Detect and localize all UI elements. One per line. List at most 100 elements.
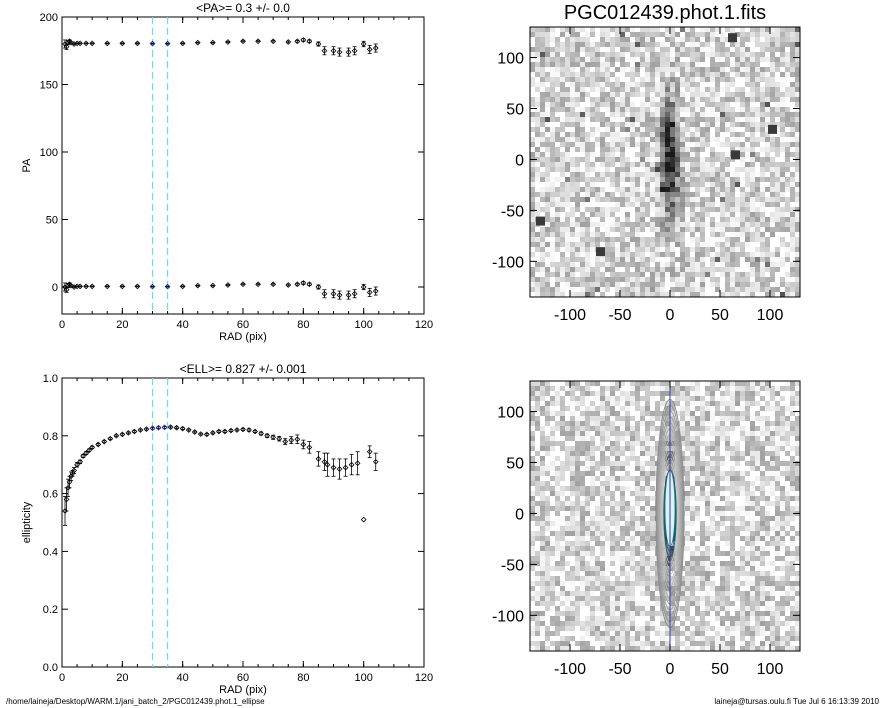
data-point (185, 427, 192, 433)
data-point (255, 281, 261, 288)
data-point (222, 428, 228, 435)
data-point (372, 458, 379, 465)
data-point (161, 424, 168, 431)
data-point (321, 290, 328, 297)
y-tick-label: 50 (506, 456, 524, 473)
data-point (194, 39, 201, 46)
plot2-xlabel: RAD (pix) (219, 684, 267, 696)
data-point (83, 283, 89, 290)
data-point (252, 428, 258, 435)
data-point (345, 292, 352, 298)
x-tick-label: 0 (59, 672, 65, 684)
data-point (66, 479, 73, 485)
data-point (167, 424, 174, 430)
data-point (74, 461, 80, 468)
data-point (336, 292, 343, 298)
data-point (276, 435, 283, 442)
data-point (197, 431, 204, 437)
data-point (77, 458, 83, 465)
image3-title: PGC012439.phot.1.fits (564, 2, 766, 24)
y-tick-label: 0 (515, 152, 524, 169)
data-point (300, 441, 307, 448)
data-point (285, 39, 292, 45)
data-point (131, 428, 138, 435)
data-point (74, 283, 80, 290)
x-tick-label: 80 (297, 319, 309, 331)
data-point (336, 49, 343, 55)
x-tick-label: 50 (711, 661, 729, 678)
point-source (731, 150, 740, 160)
data-point (315, 284, 322, 290)
data-point (104, 283, 111, 290)
data-point (125, 430, 132, 436)
data-point (113, 432, 120, 439)
data-point (270, 281, 277, 288)
data-point (294, 38, 301, 45)
data-point (348, 461, 355, 468)
x-tick-label: 0 (666, 307, 675, 324)
data-point (234, 427, 240, 433)
x-tick-label: -50 (608, 307, 631, 324)
data-point (63, 286, 70, 293)
x-tick-label: 0 (666, 661, 675, 678)
image3-frame (529, 26, 801, 298)
data-point (294, 436, 301, 443)
plot1-xlabel: RAD (pix) (219, 331, 267, 343)
y-tick-label: 200 (40, 12, 58, 24)
data-point (372, 288, 379, 294)
data-point (119, 283, 126, 290)
y-tick-label: -100 (492, 254, 524, 271)
point-source (596, 247, 605, 257)
data-point (315, 41, 322, 47)
data-point (294, 281, 301, 288)
data-point (179, 425, 186, 432)
data-point (366, 289, 373, 296)
data-point (306, 38, 313, 45)
data-point (155, 424, 162, 431)
data-point (95, 441, 102, 448)
y-tick-label: 100 (497, 405, 524, 422)
data-point (149, 425, 156, 432)
data-point (300, 280, 307, 286)
data-point (282, 438, 289, 445)
x-tick-label: 60 (237, 319, 249, 331)
x-tick-label: 20 (116, 319, 128, 331)
data-point (285, 282, 292, 288)
data-point (270, 434, 277, 441)
data-point (101, 438, 108, 445)
data-point (240, 281, 246, 288)
data-point (321, 47, 328, 54)
x-tick-label: -100 (554, 661, 586, 678)
data-point (360, 516, 367, 523)
data-point (324, 461, 331, 468)
data-point (179, 283, 186, 290)
y-tick-label: 0.8 (43, 431, 58, 443)
data-point (321, 458, 328, 465)
data-point (77, 283, 83, 290)
x-tick-label: -50 (608, 661, 631, 678)
x-tick-label: 120 (415, 319, 433, 331)
point-source (728, 33, 737, 43)
image4-frame (529, 380, 801, 652)
data-point (194, 282, 201, 289)
data-point (77, 40, 83, 47)
data-point (330, 464, 337, 471)
data-point (89, 40, 96, 47)
data-point (372, 45, 379, 51)
y-tick-label: 0 (52, 282, 58, 294)
data-point (240, 426, 246, 433)
data-point (107, 435, 114, 442)
data-point (258, 430, 264, 437)
data-point (63, 43, 70, 50)
y-tick-label: 100 (497, 51, 524, 68)
data-point (209, 282, 216, 289)
y-tick-label: 0.0 (43, 662, 58, 674)
data-point (104, 40, 111, 47)
plot1-frame (61, 16, 425, 315)
data-point (143, 426, 150, 433)
data-point (351, 290, 358, 297)
plot1-title: <PA>= 0.3 +/- 0.0 (196, 1, 290, 15)
x-tick-label: 60 (237, 672, 249, 684)
x-tick-label: 100 (354, 672, 372, 684)
